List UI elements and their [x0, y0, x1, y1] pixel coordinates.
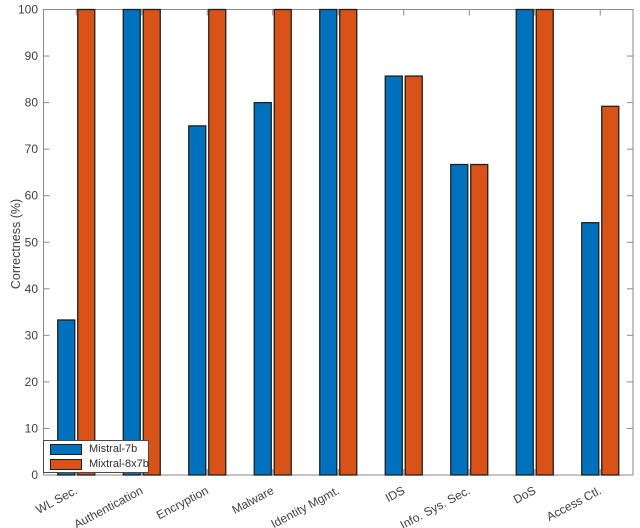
x-tick-label: IDS — [383, 483, 407, 505]
y-tick-label: 60 — [25, 189, 39, 203]
x-tick-label: WL Sec. — [33, 483, 79, 516]
legend-label-mistral-7b: Mistral-7b — [89, 443, 138, 455]
bar-mistral-7b-9 — [581, 222, 600, 476]
y-tick-label: 40 — [25, 282, 39, 296]
legend-swatch-mistral-7b — [50, 443, 82, 455]
bar-mixtral-8x7b-1 — [77, 8, 96, 476]
x-tick-label: Info. Sys. Sec. — [398, 483, 473, 528]
legend: Mistral-7b Mixtral-8x7b — [43, 440, 149, 473]
bar-mixtral-8x7b-2 — [142, 8, 161, 476]
bar-mistral-7b-6 — [384, 75, 403, 476]
bar-mistral-7b-5 — [319, 8, 338, 476]
x-tick-label: Access Ctl. — [544, 483, 604, 524]
y-tick-label: 90 — [25, 49, 39, 63]
y-axis-label: Correctness (%) — [9, 198, 23, 290]
y-tick-label: 100 — [18, 3, 38, 17]
bar-mistral-7b-1 — [57, 319, 76, 476]
bar-mistral-7b-8 — [515, 8, 534, 476]
bar-mistral-7b-7 — [450, 163, 469, 476]
x-tick-label: Malware — [230, 483, 277, 517]
x-tick-label: DoS — [511, 483, 538, 506]
y-tick-label: 70 — [25, 142, 39, 156]
bar-mixtral-8x7b-6 — [404, 75, 423, 476]
bar-mixtral-8x7b-7 — [470, 163, 489, 476]
x-tick-label: Encryption — [154, 483, 211, 522]
bar-mistral-7b-2 — [122, 8, 141, 476]
x-tick-label: Identity Mgmt. — [269, 483, 342, 528]
legend-entry-mistral-7b: Mistral-7b — [44, 442, 148, 456]
bar-mistral-7b-3 — [188, 125, 207, 476]
legend-label-mixtral-8x7b: Mixtral-8x7b — [89, 458, 149, 470]
bar-mistral-7b-4 — [253, 101, 272, 476]
y-tick-label: 20 — [25, 375, 39, 389]
bar-mixtral-8x7b-9 — [601, 105, 620, 476]
y-tick-label: 80 — [25, 96, 39, 110]
bar-mixtral-8x7b-3 — [208, 8, 227, 476]
bar-mixtral-8x7b-5 — [339, 8, 358, 476]
x-tick-label: Authentication — [71, 483, 145, 528]
y-tick-label: 0 — [31, 468, 38, 482]
legend-swatch-mixtral-8x7b — [50, 458, 82, 470]
y-tick-label: 30 — [25, 328, 39, 342]
legend-entry-mixtral-8x7b: Mixtral-8x7b — [44, 457, 149, 471]
bar-mixtral-8x7b-4 — [273, 8, 292, 476]
y-tick-label: 50 — [25, 235, 39, 249]
y-tick-label: 10 — [25, 421, 39, 435]
bar-mixtral-8x7b-8 — [535, 8, 554, 476]
